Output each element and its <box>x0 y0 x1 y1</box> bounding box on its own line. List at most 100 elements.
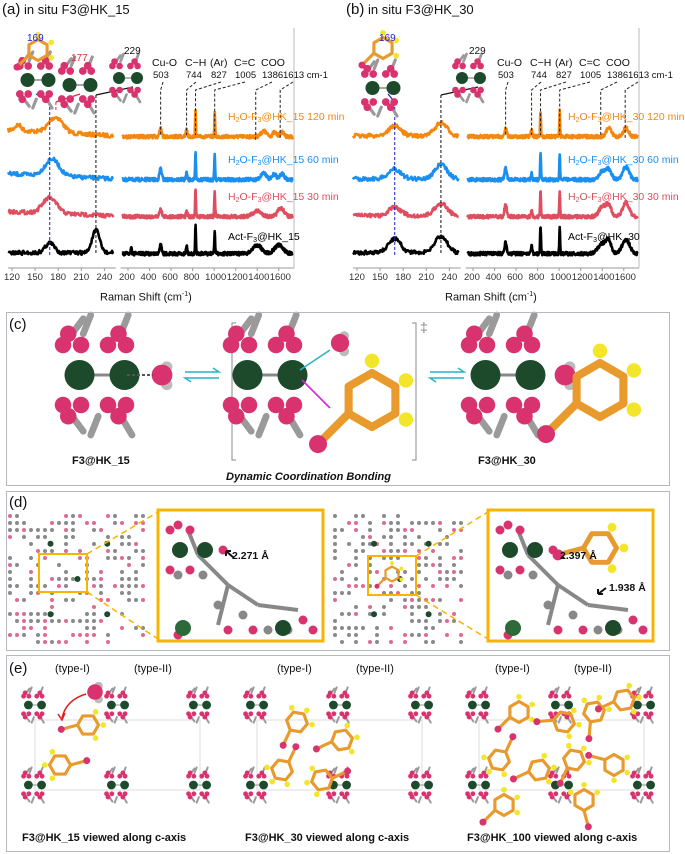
oxygen-atom <box>185 525 195 535</box>
carboxylate-bond <box>415 686 420 694</box>
guest-linker-small <box>374 561 404 589</box>
unit-cell <box>256 719 423 791</box>
carboxylate-bond <box>415 766 420 774</box>
carboxylate-bond <box>555 766 560 774</box>
oxygen-atom <box>120 690 126 696</box>
aromatic-ring <box>47 754 73 776</box>
oxygen-atom <box>202 714 208 720</box>
oxygen-atom <box>470 693 476 699</box>
lattice-atom <box>389 598 393 602</box>
lattice-atom <box>120 577 124 581</box>
lattice-atom <box>417 535 421 539</box>
lattice-atom <box>92 619 96 623</box>
lattice-atom <box>340 591 344 595</box>
copper-atom <box>107 780 116 790</box>
oxygen-atom <box>173 520 183 530</box>
equilibrium-arrows <box>427 367 467 383</box>
oxygen-atom <box>120 770 126 776</box>
paddle-icon <box>109 52 143 104</box>
side-chain <box>287 747 297 763</box>
oxygen-atom <box>127 62 134 70</box>
paddlewheel-node <box>243 686 268 724</box>
lattice-atom <box>85 521 89 525</box>
guest-linker <box>509 752 557 785</box>
lattice-atom <box>459 549 463 553</box>
oxygen-atom <box>564 690 570 696</box>
copper-atom <box>371 611 377 618</box>
peak-assignment-label: (Ar) <box>210 57 228 69</box>
copper-atom <box>47 540 54 547</box>
carboxylate-bond <box>472 766 477 774</box>
peak-assignment-label: COO <box>606 57 630 69</box>
side-chain <box>318 410 352 444</box>
peak-position-label: 827 <box>556 70 572 81</box>
lattice-atom <box>36 612 40 616</box>
zoom-inset-box <box>486 508 655 643</box>
lattice-atom <box>403 528 407 532</box>
lattice-atom <box>417 598 421 602</box>
oxygen-atom <box>454 58 461 65</box>
oxygen-atom <box>312 745 320 753</box>
lattice-atom <box>361 549 365 553</box>
type-II-label-3: (type-II) <box>574 663 612 675</box>
panel-c-right-label: F3@HK_30 <box>478 455 536 467</box>
peak-assignment-label: C=C <box>234 57 256 69</box>
x-tick-label: 210 <box>73 272 90 283</box>
oxygen-atom <box>386 103 395 112</box>
zoomed-structure <box>495 520 648 640</box>
lattice-atom <box>403 598 407 602</box>
lattice-atom <box>8 521 12 525</box>
paddlewheel-cluster <box>222 311 308 439</box>
lattice-atom <box>36 535 40 539</box>
oxygen-atom <box>564 714 570 720</box>
peak-position-label: 744 <box>531 70 547 81</box>
oxygen-atom <box>358 61 366 69</box>
oxygen-atom <box>631 794 637 800</box>
lattice-atom <box>347 584 351 588</box>
lattice-atom <box>127 535 131 539</box>
lattice-atom <box>452 556 456 560</box>
oxygen-atom <box>116 62 123 70</box>
oxygen-atom <box>327 714 333 720</box>
side-chain <box>362 52 376 65</box>
oxygen-atom <box>374 583 380 589</box>
lattice-atom <box>403 542 407 546</box>
lattice-atom <box>106 549 110 553</box>
lattice-atom <box>452 570 456 574</box>
guest-linker <box>594 682 642 715</box>
oxygen-atom <box>83 100 92 109</box>
lattice-atom <box>452 528 456 532</box>
paddlewheel-node <box>548 686 573 724</box>
panel-c-letter: (c) <box>9 316 27 333</box>
aromatic-ring <box>310 768 334 792</box>
lattice-atom <box>134 514 138 518</box>
x-tick-label: 400 <box>140 272 157 283</box>
oxygen-atom <box>342 714 348 720</box>
copper-atom <box>633 780 642 790</box>
x-tick-label: 150 <box>372 272 388 283</box>
copper-atom <box>37 780 46 790</box>
side-chain <box>70 759 86 767</box>
oxygen-atom <box>327 794 333 800</box>
x-tick-label: 600 <box>507 272 523 283</box>
aromatic-ring <box>612 688 636 712</box>
oxygen-atom <box>515 565 525 575</box>
lattice-atom <box>333 591 337 595</box>
paddlewheel-node <box>465 766 490 804</box>
carboxylate-bond <box>119 52 125 63</box>
lattice-atom <box>452 521 456 525</box>
lattice-atom <box>78 556 82 560</box>
paddlewheel-node <box>408 766 433 804</box>
lattice-atom <box>368 535 372 539</box>
copper-atom <box>259 780 268 790</box>
oxygen-atom <box>41 95 50 104</box>
spectrum-trace-right <box>466 190 639 220</box>
carbon-atom <box>503 570 513 580</box>
oxygen-atom <box>78 67 87 75</box>
carboxylate-bond <box>247 311 263 338</box>
lattice-atom <box>64 514 68 518</box>
oxygen-atom <box>83 61 92 70</box>
oxygen-atom <box>643 693 649 699</box>
oxygen-atom <box>421 791 427 797</box>
spectrum-trace-right <box>121 188 294 220</box>
